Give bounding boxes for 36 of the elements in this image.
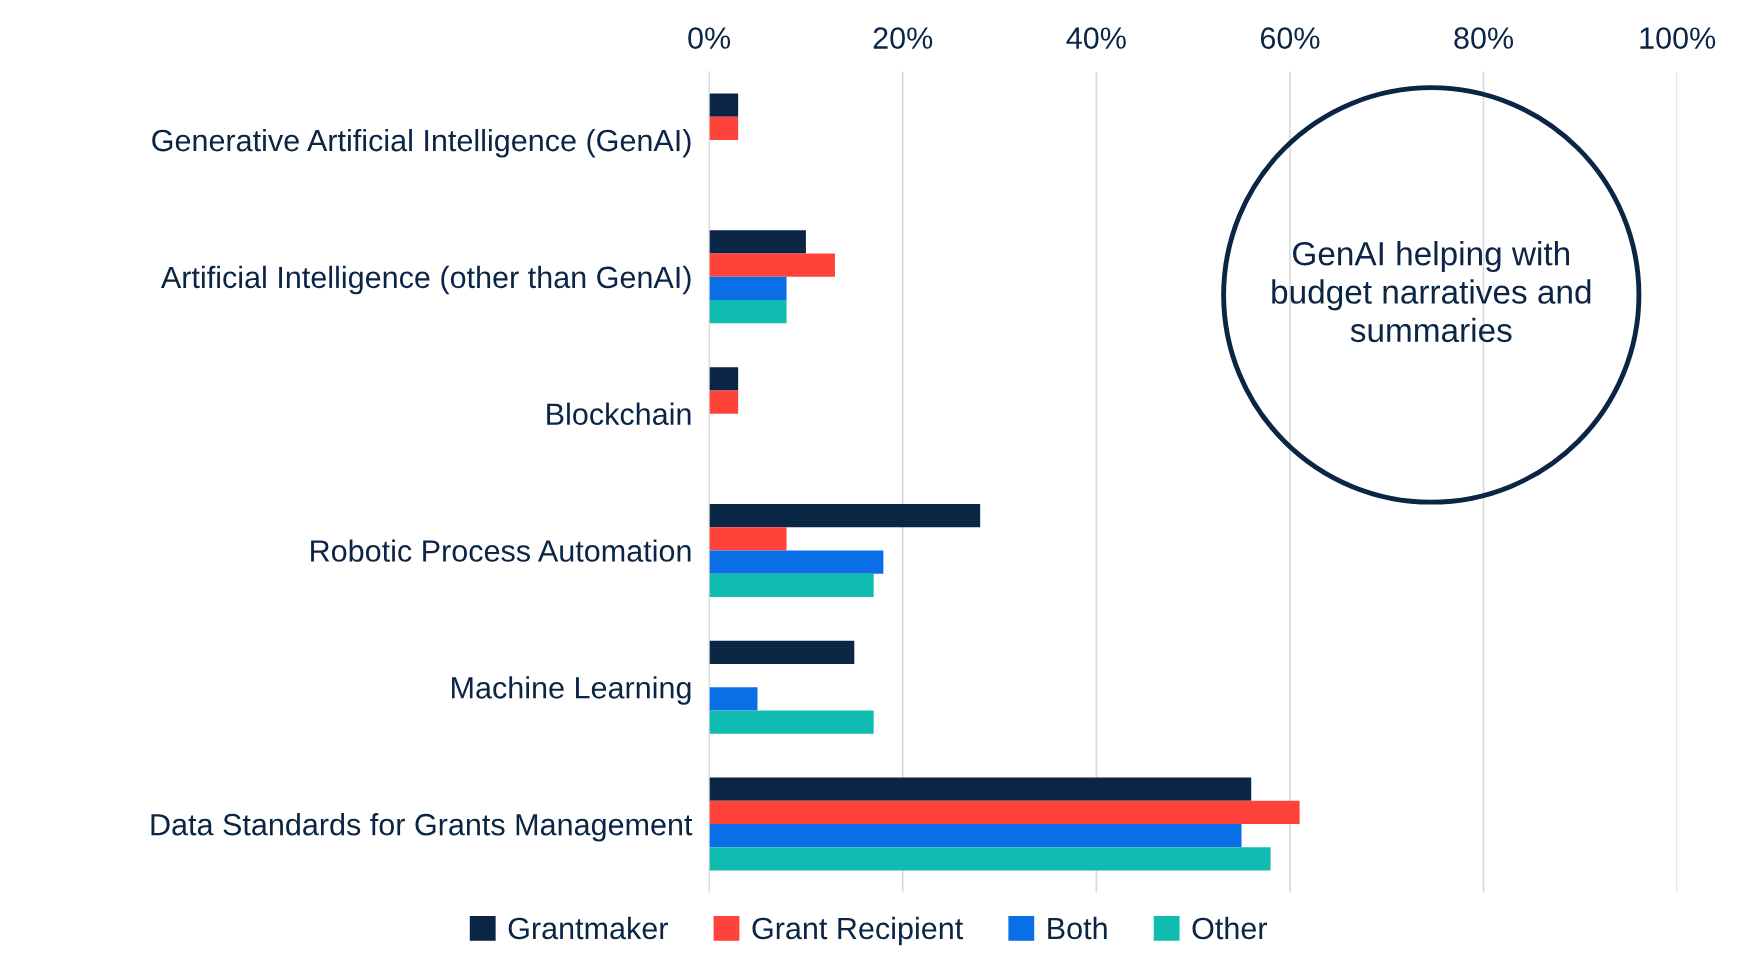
bar [709,710,874,734]
x-tick-label: 20% [873,27,933,49]
y-tick-label: Robotic Process Automation [311,539,691,562]
bar [709,93,739,117]
bar [709,847,1271,871]
x-tick-label: 40% [1066,27,1126,49]
bar [709,640,855,665]
legend-label: Both [1048,916,1107,940]
bar [709,503,981,528]
y-tick-label: Generative Artificial Intelligence (GenAI) [152,128,691,158]
bar [709,116,739,141]
x-tick-label: 60% [1260,27,1320,49]
legend-label: Grant Recipient [752,916,964,946]
bar [709,573,874,597]
bar [709,367,739,391]
bar [709,687,758,711]
y-tick-label: Artificial Intelligence (other than GenAI) [160,265,691,295]
bar [709,777,1252,801]
legend-label: Other [1192,916,1268,940]
bar [709,800,1300,825]
y-tick-label: Blockchain [547,402,691,426]
legend-label: Grantmaker [508,916,668,940]
x-tick-label: 80% [1454,27,1514,49]
y-tick-label: Data Standards for Grants Management [151,813,693,842]
bar [709,276,787,301]
bar [709,550,884,574]
annotation: GenAI helping with budget narratives and summaries [1272,241,1591,343]
bar [709,253,835,277]
bar [709,824,1242,848]
x-tick-label: 0% [688,27,731,49]
bar [709,527,787,551]
bar [709,230,806,254]
x-tick-label: 100% [1640,27,1716,49]
bar [709,300,787,324]
y-tick-label: Machine Learning [452,676,691,705]
bar [709,390,739,414]
